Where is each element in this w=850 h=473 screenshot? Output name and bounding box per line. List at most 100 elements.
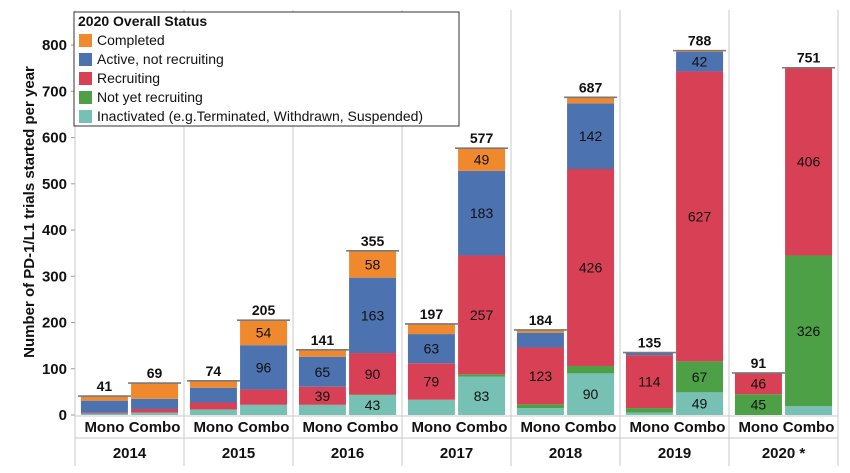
bar-segment-inactivated [131, 412, 179, 415]
bar-segment-completed [349, 250, 397, 278]
y-tick-label: 0 [59, 407, 67, 424]
category-label: Combo [456, 419, 508, 436]
bar-segment-completed [516, 329, 564, 333]
legend: 2020 Overall Status Completed Active, not… [73, 11, 460, 127]
segment-value-label: 90 [365, 366, 381, 382]
bar-segment-active-not-recruiting [516, 332, 564, 348]
segment-value-label: 43 [365, 397, 381, 413]
bar-segment-not-yet-recruiting [676, 361, 724, 393]
bar-segment-inactivated [516, 408, 564, 415]
category-label: Mono [302, 419, 342, 436]
labels-layer: Mono 41 Combo 69 Mono 74 Combo 96 54 205 Mono 39 65 1… [77, 33, 836, 436]
category-label: Mono [411, 419, 451, 436]
legend-entries: Completed Active, not recruiting Recruitin… [79, 32, 423, 124]
bar-segment-recruiting [189, 402, 237, 410]
bar-segment-inactivated [567, 373, 615, 415]
segment-value-label: 406 [797, 154, 821, 170]
bar-segment-completed [80, 396, 128, 401]
category-label: Combo [565, 419, 617, 436]
category-label: Combo [783, 419, 835, 436]
bar-segment-not-yet-recruiting [567, 365, 615, 374]
segment-value-label: 39 [315, 388, 331, 404]
bar-segment-inactivated [298, 404, 346, 415]
bar-segment-active-not-recruiting [80, 400, 128, 413]
bar-segment-not-yet-recruiting [625, 408, 673, 413]
year-label: 2017 [440, 445, 473, 462]
y-tick-label: 800 [42, 37, 67, 54]
segment-value-label: 326 [797, 323, 821, 339]
y-tick-label: 300 [42, 268, 67, 285]
bar-segment-active-not-recruiting [240, 345, 288, 390]
bar-segment-recruiting [516, 347, 564, 405]
bar-segment-completed [458, 148, 506, 171]
legend-swatch [79, 110, 92, 123]
bar-segment-active-not-recruiting [189, 387, 237, 403]
bar-segment-inactivated [80, 413, 128, 415]
y-tick-label: 600 [42, 130, 67, 147]
bar-segment-completed [189, 380, 237, 388]
bar-segment-inactivated [676, 392, 724, 415]
bar-segment-recruiting [458, 255, 506, 375]
bar-segment-inactivated [349, 395, 397, 415]
bar-segment-recruiting [407, 363, 455, 400]
total-label: 577 [470, 130, 494, 146]
total-label: 751 [797, 50, 821, 66]
legend-label: Active, not recruiting [97, 51, 224, 67]
bar-segment-active-not-recruiting [407, 334, 455, 364]
legend-swatch [79, 53, 92, 66]
bar-segment-recruiting [298, 386, 346, 405]
legend-swatch [79, 72, 92, 85]
segment-value-label: 627 [688, 208, 712, 224]
bar-segment-active-not-recruiting [349, 277, 397, 354]
legend-label: Not yet recruiting [97, 89, 203, 105]
legend-label: Inactivated (e.g.Terminated, Withdrawn, … [97, 108, 423, 124]
y-tick-label: 100 [42, 361, 67, 378]
year-label: 2018 [549, 445, 582, 462]
bar-segment-recruiting [625, 355, 673, 409]
category-label: Combo [129, 419, 181, 436]
y-tick-label: 500 [42, 176, 67, 193]
bar-segment-recruiting [131, 408, 179, 413]
y-tick-label: 200 [42, 315, 67, 332]
segment-value-label: 257 [470, 307, 494, 323]
category-label: Mono [629, 419, 669, 436]
category-label: Combo [674, 419, 726, 436]
segment-value-label: 54 [256, 325, 272, 341]
year-label: 2014 [113, 445, 147, 462]
legend-swatch [79, 34, 92, 47]
total-label: 687 [579, 79, 603, 95]
segment-value-label: 90 [583, 386, 599, 402]
category-label: Combo [238, 419, 290, 436]
total-label: 69 [147, 365, 163, 381]
bar-segment-not-yet-recruiting [785, 255, 833, 407]
segment-value-label: 96 [256, 359, 272, 375]
bar-segment-recruiting [349, 353, 397, 395]
bar-segment-active-not-recruiting [567, 103, 615, 170]
y-axis-title: Number of PD-1/L1 trials started per yea… [21, 66, 38, 358]
segment-value-label: 79 [424, 373, 440, 389]
category-label: Mono [520, 419, 560, 436]
year-label: 2016 [331, 445, 364, 462]
segment-value-label: 42 [692, 54, 708, 70]
bar-segment-active-not-recruiting [625, 352, 673, 356]
segment-value-label: 183 [470, 205, 494, 221]
total-label: 135 [638, 335, 662, 351]
total-label: 197 [420, 306, 444, 322]
bar-segment-active-not-recruiting [676, 52, 724, 72]
total-label: 41 [97, 378, 113, 394]
total-label: 184 [529, 312, 553, 328]
segment-value-label: 63 [424, 341, 440, 357]
bar-segment-completed [298, 349, 346, 357]
segment-value-label: 67 [692, 369, 708, 385]
segment-value-label: 114 [638, 374, 661, 390]
segment-value-label: 45 [751, 397, 767, 413]
bar-segment-inactivated [458, 376, 506, 415]
bar-segment-active-not-recruiting [298, 356, 346, 387]
legend-swatch [79, 91, 92, 104]
segment-value-label: 142 [579, 128, 603, 144]
segment-value-label: 123 [529, 368, 553, 384]
bar-segment-completed [567, 97, 615, 104]
bar-segment-recruiting [785, 67, 833, 256]
bar-segment-active-not-recruiting [458, 170, 506, 256]
bar-segment-not-yet-recruiting [516, 404, 564, 409]
